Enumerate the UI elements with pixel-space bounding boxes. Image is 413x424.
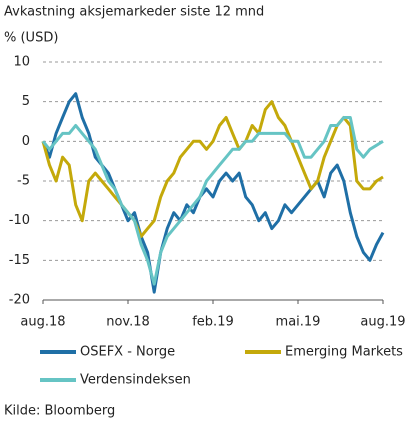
chart-subtitle: % (USD) <box>4 31 58 46</box>
y-tick-label: -20 <box>9 293 30 308</box>
series-line <box>41 92 385 294</box>
y-tick-label: 0 <box>22 134 30 149</box>
y-tick-label: 5 <box>22 94 30 109</box>
x-tick-label: aug.19 <box>360 315 405 330</box>
y-tick-label: -5 <box>17 174 30 189</box>
y-tick-label: -15 <box>9 253 30 268</box>
legend-label: Emerging Markets <box>285 345 403 360</box>
legend-label: Verdensindeksen <box>80 373 191 388</box>
x-tick-label: mai.19 <box>276 315 321 330</box>
series-line <box>41 100 384 238</box>
legend-label: OSEFX - Norge <box>80 345 175 360</box>
x-tick-label: feb.19 <box>192 315 234 330</box>
y-tick-label: 10 <box>13 55 30 70</box>
source: Kilde: Bloomberg <box>4 404 115 419</box>
chart-title: Avkastning aksjemarkeder siste 12 mnd <box>4 5 264 20</box>
x-tick-label: nov.18 <box>106 315 150 330</box>
x-tick-label: aug.18 <box>20 315 65 330</box>
series-line <box>41 116 384 286</box>
y-tick-label: -10 <box>9 213 30 228</box>
